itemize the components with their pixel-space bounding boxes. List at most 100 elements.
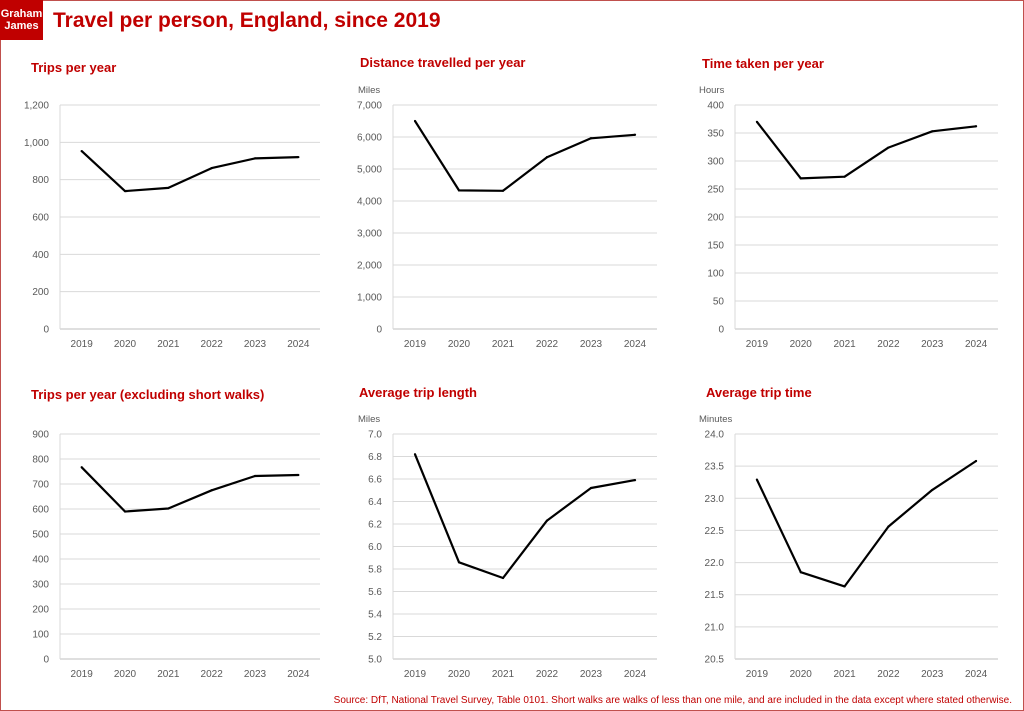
chart-3-y-tick-label: 100: [32, 630, 49, 641]
chart-5-y-tick-label: 23.5: [705, 462, 725, 473]
chart-2-y-tick-label: 400: [707, 101, 724, 112]
chart-1-y-tick-label: 1,000: [357, 293, 382, 304]
chart-4-x-tick-label: 2021: [492, 669, 515, 680]
chart-2-series-line: [756, 121, 977, 180]
logo-line-1: Graham: [0, 8, 43, 20]
chart-0-y-tick-label: 1,200: [24, 101, 49, 112]
chart-5-data-point: [974, 459, 978, 463]
chart-0-x-tick-label: 2019: [71, 339, 94, 350]
chart-3-y-tick-label: 900: [32, 430, 49, 441]
chart-3-y-tick-label: 300: [32, 580, 49, 591]
chart-1-data-point: [457, 189, 461, 192]
chart-0-data-point: [123, 189, 127, 193]
chart-5-y-tick-label: 21.5: [705, 590, 725, 601]
chart-3-data-point: [210, 489, 213, 492]
chart-5-y-tick-label: 21.0: [705, 622, 725, 633]
chart-1-y-tick-label: 5,000: [357, 165, 382, 176]
chart-3-series-line: [80, 466, 299, 513]
chart-5-x-tick-label: 2019: [746, 669, 769, 680]
chart-4-y-tick-label: 5.2: [368, 632, 382, 643]
chart-0-data-point: [297, 155, 300, 159]
chart-1-y-tick-label: 3,000: [357, 229, 382, 240]
chart-5-data-point: [843, 585, 846, 588]
chart-4-x-tick-label: 2024: [624, 669, 647, 680]
chart-3-data-point: [167, 507, 170, 510]
chart-4-y-tick-label: 6.2: [368, 520, 382, 531]
chart-4-y-tick-label: 5.0: [368, 655, 382, 666]
source-note: Source: DfT, National Travel Survey, Tab…: [333, 695, 1012, 706]
brand-logo: Graham James: [0, 0, 43, 40]
chart-1-unit-label: Miles: [358, 85, 380, 96]
chart-3-data-point: [80, 466, 83, 469]
chart-1-data-point: [589, 137, 593, 140]
chart-2-data-point: [755, 120, 759, 123]
chart-3-data-point: [123, 510, 127, 513]
chart-2-y-tick-label: 250: [707, 185, 724, 196]
chart-0-data-point: [167, 186, 170, 189]
chart-4-y-tick-label: 6.4: [368, 497, 382, 508]
chart-0-x-tick-label: 2021: [157, 339, 180, 350]
chart-2-x-tick-label: 2021: [833, 339, 856, 350]
chart-3-y-tick-label: 800: [32, 455, 49, 466]
chart-2-x-tick-label: 2023: [921, 339, 944, 350]
chart-3-data-point: [297, 473, 300, 477]
chart-3-y-tick-label: 400: [32, 555, 49, 566]
chart-1-y-tick-label: 0: [376, 325, 382, 336]
chart-3-y-tick-label: 600: [32, 505, 49, 516]
chart-4-data-point: [589, 486, 593, 490]
chart-5-unit-label: Minutes: [699, 414, 733, 425]
chart-1-title: Distance travelled per year: [360, 55, 525, 70]
chart-2-y-tick-label: 350: [707, 129, 724, 140]
chart-4-data-point: [457, 561, 461, 564]
chart-2-x-tick-label: 2024: [965, 339, 988, 350]
chart-1-y-tick-label: 2,000: [357, 261, 382, 272]
chart-5-y-tick-label: 20.5: [705, 655, 725, 666]
chart-0-data-point: [253, 157, 257, 160]
chart-1-x-tick-label: 2024: [624, 339, 647, 350]
chart-5-x-tick-label: 2022: [877, 669, 900, 680]
chart-5-y-tick-label: 22.5: [705, 526, 725, 537]
chart-0-x-tick-label: 2020: [114, 339, 137, 350]
chart-4-y-tick-label: 6.8: [368, 452, 382, 463]
chart-4-x-tick-label: 2023: [580, 669, 603, 680]
chart-5-data-point: [755, 478, 759, 481]
chart-4-data-point: [545, 519, 549, 522]
chart-4-data-point: [633, 479, 637, 482]
chart-4-unit-label: Miles: [358, 414, 380, 425]
chart-0-x-tick-label: 2024: [287, 339, 310, 350]
chart-0-y-tick-label: 800: [32, 175, 49, 186]
chart-1-data-point: [545, 156, 549, 159]
chart-0-y-tick-label: 1,000: [24, 138, 49, 149]
chart-5-x-tick-label: 2023: [921, 669, 944, 680]
chart-1-data-point: [413, 119, 417, 123]
chart-5-data-point: [887, 525, 890, 528]
chart-4-data-point: [501, 576, 505, 580]
chart-2-x-tick-label: 2022: [877, 339, 900, 350]
chart-2-data-point: [887, 146, 890, 149]
chart-4-y-tick-label: 5.4: [368, 610, 382, 621]
chart-5-x-tick-label: 2021: [833, 669, 856, 680]
chart-3-y-tick-label: 700: [32, 480, 49, 491]
chart-0-x-tick-label: 2022: [201, 339, 224, 350]
chart-3-y-tick-label: 500: [32, 530, 49, 541]
chart-2-data-point: [974, 125, 978, 128]
chart-3-x-tick-label: 2020: [114, 669, 137, 680]
chart-0-data-point: [210, 166, 213, 170]
chart-5-y-tick-label: 23.0: [705, 494, 725, 505]
chart-5-data-point: [931, 488, 934, 492]
chart-1-data-point: [501, 189, 505, 192]
chart-0-y-tick-label: 400: [32, 250, 49, 261]
chart-5-y-tick-label: 22.0: [705, 558, 725, 569]
chart-1-x-tick-label: 2019: [404, 339, 427, 350]
chart-2-y-tick-label: 300: [707, 157, 724, 168]
chart-1-series-line: [414, 120, 636, 192]
chart-2-x-tick-label: 2019: [746, 339, 769, 350]
chart-3-data-point: [253, 474, 257, 478]
chart-4-data-point: [413, 453, 417, 456]
chart-4-series-line: [413, 453, 636, 580]
chart-1-x-tick-label: 2022: [536, 339, 559, 350]
chart-4-y-tick-label: 6.0: [368, 542, 382, 553]
chart-4-y-tick-label: 6.6: [368, 475, 382, 486]
chart-4-y-tick-label: 5.6: [368, 587, 382, 598]
chart-1-data-point: [633, 133, 637, 136]
